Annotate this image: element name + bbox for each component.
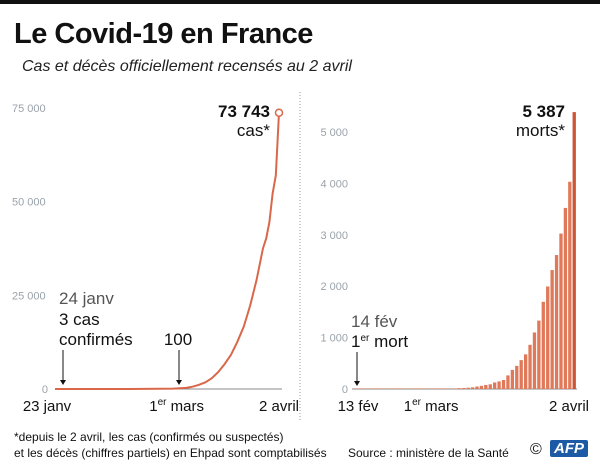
bar bbox=[488, 384, 492, 389]
x-tick-label: 2 avril bbox=[549, 398, 589, 415]
bar bbox=[475, 386, 479, 389]
bar bbox=[431, 388, 435, 389]
mid-value-label: 100 bbox=[164, 330, 192, 349]
y-tick-label: 50 000 bbox=[12, 197, 46, 209]
cases-chart: 0 25 000 50 000 75 000 23 janv 1er mars 2 avri… bbox=[12, 102, 299, 415]
end-point-marker bbox=[274, 108, 284, 117]
bar bbox=[466, 387, 470, 389]
bar bbox=[568, 181, 572, 389]
bar bbox=[369, 388, 373, 389]
bar bbox=[382, 388, 386, 389]
y-tick-label: 4 000 bbox=[320, 178, 348, 190]
bar bbox=[484, 384, 488, 389]
bar bbox=[479, 385, 484, 389]
x-tick-label: 23 janv bbox=[23, 398, 72, 415]
mid-arrow-head bbox=[176, 380, 182, 385]
bar bbox=[409, 388, 413, 389]
bar bbox=[422, 388, 426, 389]
start-arrow-head bbox=[60, 380, 66, 385]
bar bbox=[515, 365, 519, 389]
bar bbox=[572, 112, 576, 390]
x-tick-label: 2 avril bbox=[259, 398, 299, 415]
deaths-chart: 0 1 000 2 000 3 000 4 000 5 000 13 fév 1er mars… bbox=[320, 102, 589, 415]
top-rule bbox=[0, 0, 600, 4]
start-date-label: 24 janv bbox=[59, 289, 114, 308]
chart-subtitle: Cas et décès officiellement recensés au … bbox=[22, 58, 352, 75]
bar bbox=[559, 233, 563, 389]
afp-logo: AFP bbox=[550, 440, 588, 457]
bar bbox=[554, 255, 559, 389]
y-tick-label: 5 000 bbox=[320, 127, 348, 139]
bar bbox=[395, 388, 400, 389]
y-tick-label: 2 000 bbox=[320, 281, 348, 293]
bar bbox=[386, 388, 391, 389]
bar bbox=[373, 388, 377, 389]
bar bbox=[462, 388, 466, 389]
footnote-1: *depuis le 2 avril, les cas (confirmés o… bbox=[14, 430, 284, 444]
start-text: 1er mort bbox=[351, 332, 408, 351]
bar bbox=[537, 320, 541, 389]
bar bbox=[497, 381, 501, 389]
bar bbox=[413, 388, 417, 389]
bar bbox=[523, 354, 528, 389]
bar bbox=[426, 388, 431, 389]
bar bbox=[404, 388, 408, 389]
x-tick-label: 13 fév bbox=[338, 398, 379, 415]
y-tick-label: 3 000 bbox=[320, 230, 348, 242]
bar bbox=[532, 332, 537, 389]
bar bbox=[519, 360, 523, 389]
bar bbox=[439, 388, 444, 389]
bar bbox=[356, 388, 360, 389]
bar bbox=[550, 270, 554, 389]
bar bbox=[378, 388, 382, 389]
bar bbox=[506, 375, 510, 389]
y-tick-label: 25 000 bbox=[12, 290, 46, 302]
bar bbox=[541, 301, 545, 389]
cases-line bbox=[55, 112, 280, 390]
bar bbox=[391, 388, 395, 389]
x-tick-label: 1er mars bbox=[404, 397, 459, 415]
bar bbox=[457, 388, 461, 389]
y-tick-label: 0 bbox=[42, 384, 48, 396]
bar bbox=[546, 286, 550, 389]
end-value-label: 73 743 bbox=[218, 102, 270, 121]
start-text-1: 3 cas bbox=[59, 310, 100, 329]
bar bbox=[453, 388, 457, 389]
y-tick-label: 75 000 bbox=[12, 103, 46, 115]
bar bbox=[448, 388, 453, 389]
bar bbox=[417, 388, 422, 389]
end-value-label: 5 387 bbox=[522, 102, 565, 121]
bar bbox=[528, 344, 532, 389]
start-text-2: confirmés bbox=[59, 330, 133, 349]
footnote-2: et les décès (chiffres partiels) en Ehpa… bbox=[14, 446, 327, 460]
bar bbox=[364, 388, 369, 389]
bar bbox=[493, 382, 497, 389]
bar bbox=[360, 388, 364, 389]
chart-title: Le Covid-19 en France bbox=[14, 18, 313, 50]
start-arrow-head bbox=[354, 381, 360, 386]
bar bbox=[510, 369, 515, 389]
end-unit-label: morts* bbox=[516, 121, 566, 140]
y-tick-label: 0 bbox=[342, 384, 348, 396]
end-unit-label: cas* bbox=[237, 121, 270, 140]
start-date-label: 14 fév bbox=[351, 312, 398, 331]
bar bbox=[444, 388, 448, 389]
bar bbox=[563, 207, 568, 389]
y-tick-label: 1 000 bbox=[320, 333, 348, 345]
x-tick-label: 1er mars bbox=[149, 397, 204, 415]
bar bbox=[400, 388, 404, 389]
bar bbox=[501, 380, 506, 389]
source: Source : ministère de la Santé bbox=[348, 446, 509, 460]
bar bbox=[470, 387, 475, 389]
bar bbox=[435, 388, 439, 389]
copyright-icon: © bbox=[530, 441, 542, 458]
